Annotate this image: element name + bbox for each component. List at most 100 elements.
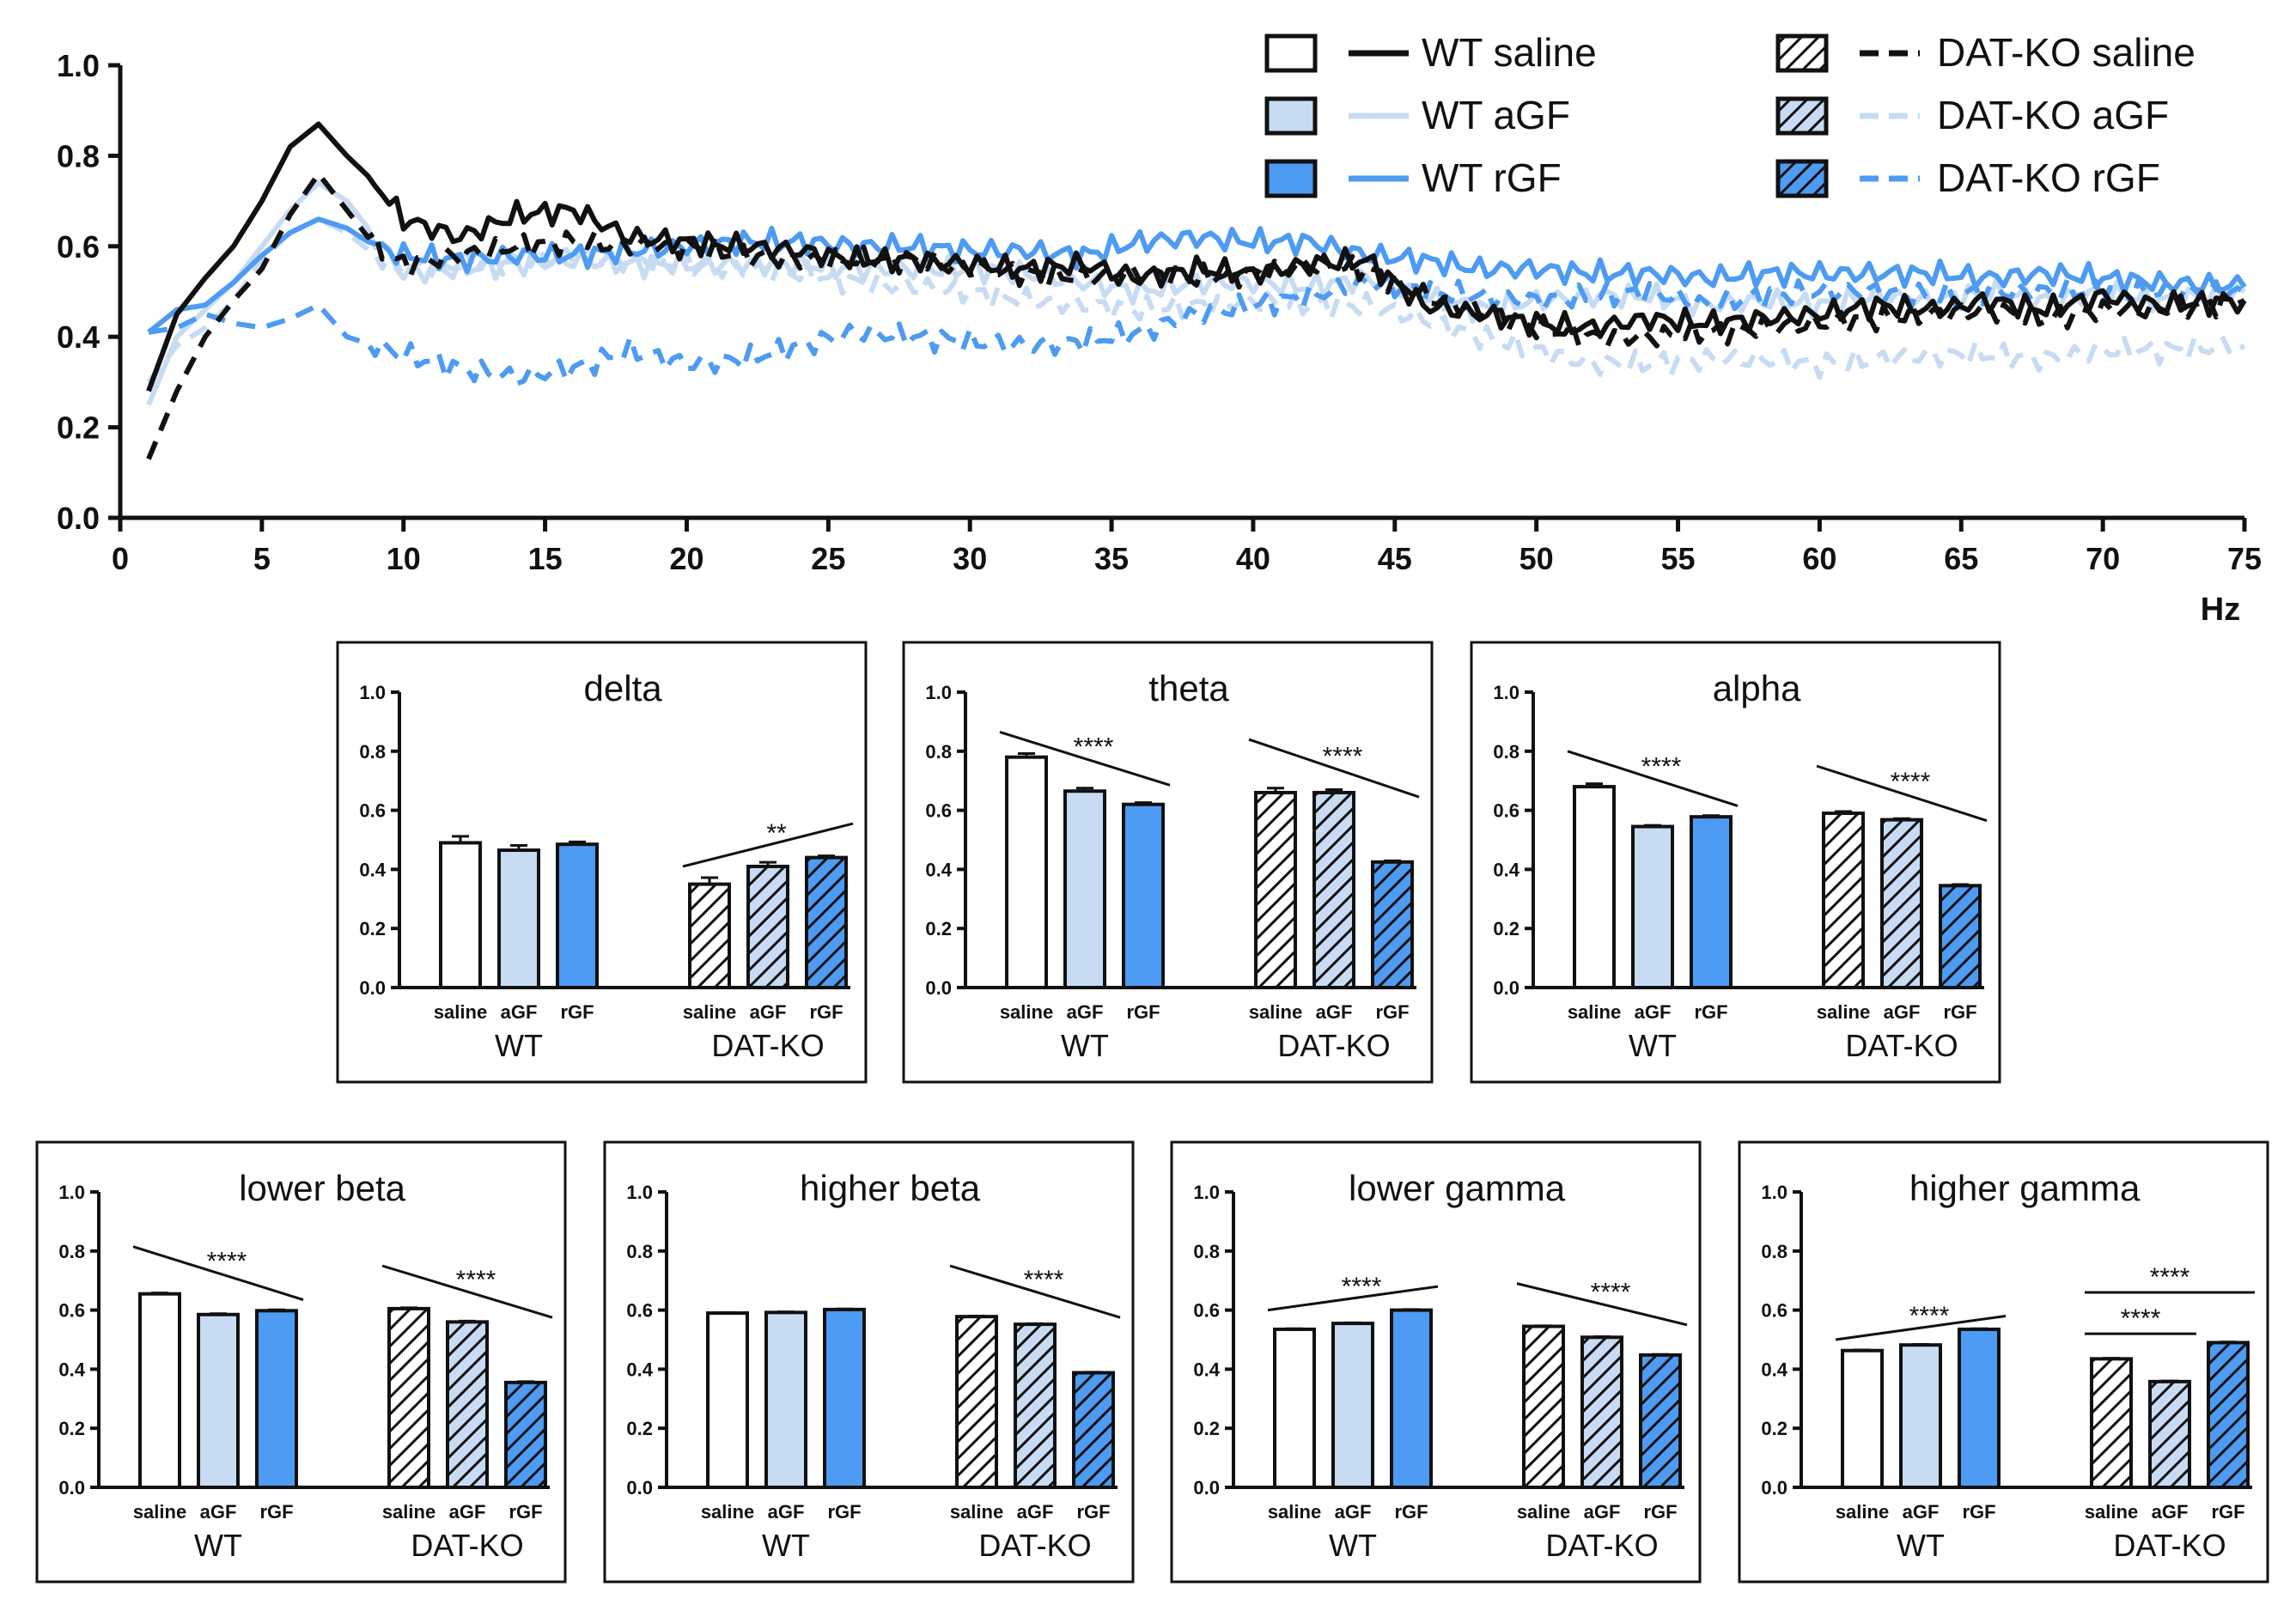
panel-y-tick-label: 1.0	[1761, 1182, 1787, 1203]
bar-wt-aGF	[497, 848, 540, 989]
bar-wt-rGF	[1390, 1308, 1433, 1489]
significance-line	[1835, 1314, 2007, 1341]
panel-frame	[35, 1140, 567, 1584]
legend-swatch-5	[1775, 96, 1829, 136]
bar-category-label: aGF	[1584, 1501, 1621, 1523]
panel-y-tick-label: 0.2	[1761, 1418, 1787, 1439]
legend-label-2: WT aGF	[1422, 93, 1570, 137]
legend-swatch-4	[1775, 33, 1829, 73]
bar-panel-alpha: alpha 0.0 0.2 0.4 0.6 0.8 1.0 saline aGF rGF WT sal…	[1470, 641, 2001, 1084]
bar-category-label: saline	[382, 1501, 435, 1523]
bar-category-label: rGF	[1694, 1001, 1727, 1023]
group-label: WT	[1897, 1528, 1945, 1563]
panel-y-tick-label: 0.4	[1493, 859, 1520, 880]
bar-dat-ko-rGF	[1939, 884, 1982, 989]
legend-label-3: WT rGF	[1422, 155, 1562, 200]
bar-category-label: rGF	[509, 1501, 542, 1523]
significance-stars: ****	[207, 1248, 247, 1276]
bar-dat-ko-aGF	[2148, 1379, 2191, 1490]
bar-category-label: aGF	[1067, 1001, 1104, 1023]
significance-line	[1567, 750, 1739, 807]
panel-y-tick-label: 0.4	[925, 859, 952, 880]
bar-category-label: saline	[701, 1501, 754, 1523]
panel-frame	[902, 641, 1434, 1084]
series-line-wt-agf	[146, 180, 2246, 406]
bar-category-label: aGF	[1884, 1001, 1921, 1023]
bar-category-label: rGF	[1126, 1001, 1160, 1023]
panel-y-tick-label: 1.0	[1193, 1182, 1220, 1203]
significance-stars: ****	[456, 1266, 496, 1294]
panel-y-tick-label: 0.0	[1761, 1477, 1787, 1499]
bar-panel-delta: delta 0.0 0.2 0.4 0.6 0.8 1.0 saline aGF rGF WT sal…	[336, 641, 868, 1084]
bar-category-label: saline	[950, 1501, 1003, 1523]
bar-category-label: rGF	[1394, 1501, 1428, 1523]
panel-y-tick-label: 0.2	[925, 918, 952, 939]
y-tick-label: 0.0	[57, 501, 100, 536]
bar-category-label: saline	[1836, 1501, 1889, 1523]
group-label: DAT-KO	[411, 1528, 523, 1563]
panel-y-tick-label: 0.0	[58, 1477, 85, 1499]
panel-y-tick-label: 0.8	[626, 1241, 653, 1262]
bar-dat-ko-aGF	[1014, 1322, 1057, 1490]
bar-dat-ko-saline	[387, 1306, 430, 1489]
series-line-wt-saline	[146, 121, 2247, 392]
panel-y-tick-label: 1.0	[1493, 682, 1520, 703]
group-label: WT	[194, 1528, 242, 1563]
panel-frame	[603, 1140, 1135, 1584]
group-label: WT	[1061, 1028, 1109, 1063]
group-label: DAT-KO	[1545, 1528, 1658, 1563]
bar-wt-saline	[1573, 785, 1616, 990]
bar-category-label: rGF	[827, 1501, 861, 1523]
significance-stars: ****	[1024, 1266, 1064, 1294]
panel-y-tick-label: 0.0	[1493, 977, 1520, 999]
group-label: WT	[1329, 1528, 1377, 1563]
bar-category-label: saline	[1268, 1501, 1321, 1523]
bar-dat-ko-aGF	[1312, 790, 1355, 990]
band-bar-charts: delta 0.0 0.2 0.4 0.6 0.8 1.0 saline aGF rGF WT sal…	[35, 641, 2269, 1584]
bar-category-label: saline	[133, 1501, 186, 1523]
x-tick-label: 15	[528, 541, 563, 576]
x-tick-label: 20	[669, 541, 703, 576]
bar-category-label: aGF	[1017, 1501, 1054, 1523]
bar-wt-aGF	[197, 1312, 240, 1490]
panel-frame	[1738, 1140, 2269, 1584]
panel-y-tick-label: 0.4	[359, 859, 386, 880]
bar-category-label: saline	[434, 1001, 487, 1023]
group-label: DAT-KO	[711, 1028, 824, 1063]
group-label: WT	[762, 1528, 810, 1563]
bar-wt-aGF	[1331, 1322, 1374, 1489]
bar-dat-ko-saline	[1522, 1324, 1565, 1490]
x-tick-label: 70	[2086, 541, 2120, 576]
panel-title: lower beta	[239, 1168, 405, 1208]
significance-stars: ****	[1323, 743, 1363, 771]
panel-title: theta	[1148, 668, 1229, 708]
panel-y-tick-label: 0.8	[925, 741, 952, 763]
panel-y-tick-label: 0.0	[626, 1477, 653, 1499]
x-axis-label: Hz	[2201, 592, 2240, 628]
x-tick-label: 50	[1520, 541, 1554, 576]
bar-category-label: saline	[2085, 1501, 2138, 1523]
legend-label-5: DAT-KO aGF	[1937, 93, 2169, 137]
bar-wt-aGF	[1063, 789, 1106, 989]
bar-category-label: saline	[1568, 1001, 1621, 1023]
line-chart-series	[146, 121, 2247, 460]
bar-category-label: rGF	[1962, 1501, 1995, 1523]
series-line-dat-ko-rgf	[148, 273, 2246, 386]
bar-category-label: aGF	[750, 1001, 787, 1023]
x-tick-label: 55	[1661, 541, 1696, 576]
legend: WT saline WT aGF WT rGF DAT-KO saline DAT-KO…	[1264, 30, 2196, 200]
bar-category-label: rGF	[809, 1001, 843, 1023]
line-chart-axes: 0.0 0.2 0.4 0.6 0.8 1.0 0 5 10 15 20 25 30 35 40 45 50 55…	[57, 48, 2262, 576]
bar-category-label: aGF	[449, 1501, 486, 1523]
bar-dat-ko-aGF	[746, 864, 789, 990]
significance-line	[1267, 1285, 1439, 1312]
panel-y-tick-label: 0.8	[1493, 741, 1520, 763]
bar-panel-higher-beta: higher beta 0.0 0.2 0.4 0.6 0.8 1.0 saline aGF rG…	[603, 1140, 1135, 1584]
spectrum-line-chart: 0.0 0.2 0.4 0.6 0.8 1.0 0 5 10 15 20 25 30 35 40 45 50 55…	[57, 48, 2262, 628]
panel-title: higher gamma	[1909, 1168, 2141, 1208]
panel-y-tick-label: 0.0	[359, 977, 386, 999]
panel-y-tick-label: 1.0	[925, 682, 952, 703]
bar-wt-aGF	[1899, 1343, 1942, 1490]
panel-y-tick-label: 0.8	[58, 1241, 85, 1262]
